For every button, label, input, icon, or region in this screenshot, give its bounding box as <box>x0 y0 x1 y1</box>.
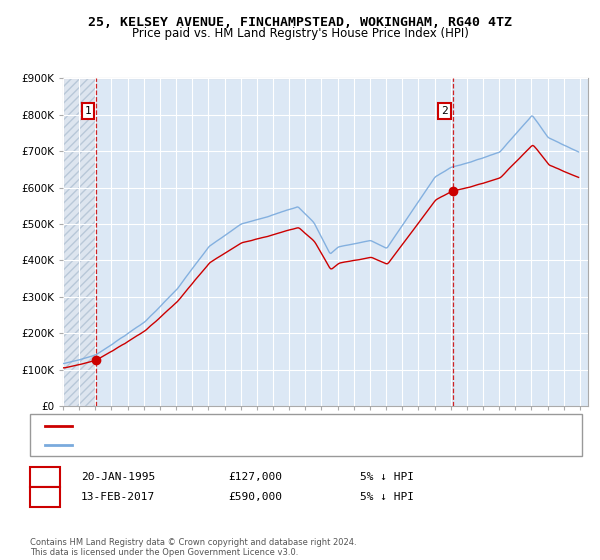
Text: Price paid vs. HM Land Registry's House Price Index (HPI): Price paid vs. HM Land Registry's House … <box>131 27 469 40</box>
Text: £127,000: £127,000 <box>228 472 282 482</box>
Text: 25, KELSEY AVENUE, FINCHAMPSTEAD, WOKINGHAM, RG40 4TZ (detached house): 25, KELSEY AVENUE, FINCHAMPSTEAD, WOKING… <box>78 421 479 431</box>
Text: HPI: Average price, detached house, Wokingham: HPI: Average price, detached house, Woki… <box>78 440 316 450</box>
Bar <box>63 78 96 406</box>
Text: 1: 1 <box>85 106 91 116</box>
Text: 13-FEB-2017: 13-FEB-2017 <box>81 492 155 502</box>
Text: 25, KELSEY AVENUE, FINCHAMPSTEAD, WOKINGHAM, RG40 4TZ: 25, KELSEY AVENUE, FINCHAMPSTEAD, WOKING… <box>88 16 512 29</box>
Text: 2: 2 <box>441 106 448 116</box>
Text: Contains HM Land Registry data © Crown copyright and database right 2024.
This d: Contains HM Land Registry data © Crown c… <box>30 538 356 557</box>
Text: 5% ↓ HPI: 5% ↓ HPI <box>360 492 414 502</box>
Text: 2: 2 <box>41 491 49 504</box>
Text: 5% ↓ HPI: 5% ↓ HPI <box>360 472 414 482</box>
Text: £590,000: £590,000 <box>228 492 282 502</box>
Text: 1: 1 <box>41 470 49 484</box>
Text: 20-JAN-1995: 20-JAN-1995 <box>81 472 155 482</box>
